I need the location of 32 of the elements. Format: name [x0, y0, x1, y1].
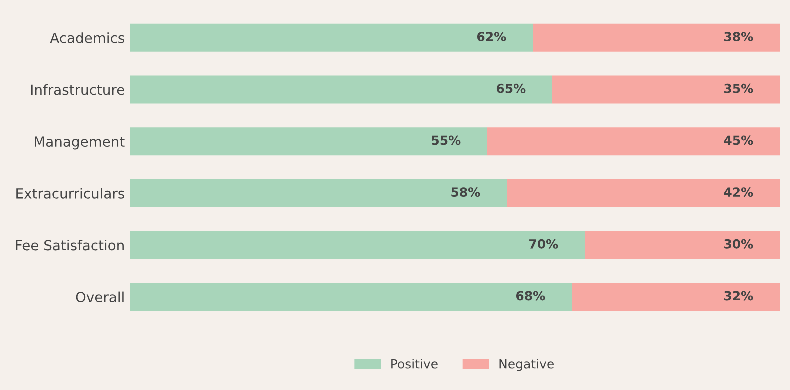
y-tick-label: Fee Satisfaction — [16, 240, 124, 251]
bar — [585, 231, 780, 260]
bar — [130, 76, 552, 104]
bar — [507, 179, 780, 208]
data-label: 30% — [724, 239, 754, 249]
data-label: 35% — [724, 84, 754, 94]
data-label: 62% — [477, 32, 506, 42]
y-tick-label: Academics — [50, 32, 124, 44]
bar — [130, 283, 572, 312]
data-label: 42% — [724, 188, 754, 198]
legend-label: Positive — [392, 359, 438, 369]
bar — [488, 128, 780, 156]
data-label: 38% — [724, 32, 754, 42]
bar — [572, 283, 780, 312]
legend-label: Negative — [500, 359, 554, 372]
data-label: 65% — [496, 84, 526, 94]
data-label: 70% — [530, 239, 558, 249]
bar — [130, 179, 507, 208]
data-label: 32% — [724, 291, 754, 301]
data-label: 68% — [516, 291, 546, 301]
bar — [533, 24, 780, 52]
y-tick-label: Management — [35, 136, 125, 150]
bar — [552, 76, 780, 104]
bar — [130, 128, 488, 156]
data-label: 45% — [724, 136, 754, 146]
data-label: 58% — [452, 188, 480, 198]
y-tick-label: Extracurriculars — [16, 188, 124, 199]
bar — [130, 24, 533, 52]
y-tick-label: Overall — [76, 292, 124, 303]
bar — [130, 231, 585, 260]
data-label: 55% — [432, 136, 461, 146]
y-tick-label: Infrastructure — [31, 84, 124, 96]
